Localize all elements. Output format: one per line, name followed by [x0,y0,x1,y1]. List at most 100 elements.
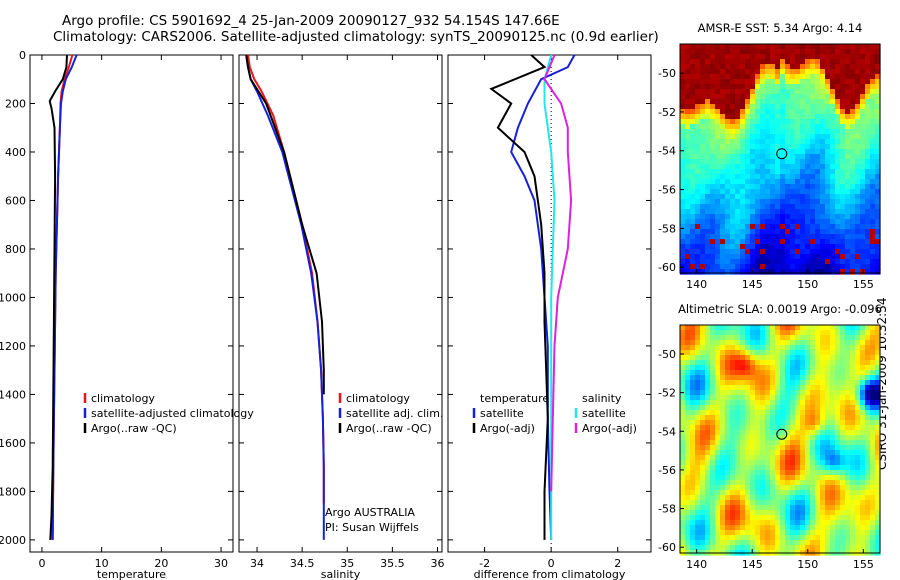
sst_map-cell [865,209,871,215]
sla_map-cell [820,490,826,496]
sst_map-cell [690,239,696,245]
sla_map-cell [745,450,751,456]
sla_map-cell [685,440,691,446]
sst_map-cell [855,129,861,135]
sla_map-cell [750,475,756,481]
sst_map-cell [800,164,806,170]
sla_map-cell [750,455,756,461]
sla_map-cell [790,500,796,506]
sst_map-cell [875,134,881,140]
sst_map-cell [815,219,821,225]
sla_map-cell [710,335,716,341]
sla_map-cell [750,540,756,546]
sla_map-cell [695,360,701,366]
sla_map-cell [685,415,691,421]
sla_map-cell [725,365,731,371]
sst_map-cell [755,74,761,80]
depth-tick-label: 1000 [0,291,26,304]
sst_map-cell [815,234,821,240]
sst_map-cell [795,264,801,270]
sla_map-cell [790,400,796,406]
sst_map-cell [865,104,871,110]
sst_map-cell [710,69,716,75]
sst_map-cell [745,74,751,80]
sla_map-cell [860,480,866,486]
sla_map-cell [790,475,796,481]
sst_map-cell [730,259,736,265]
sst_map-cell [820,214,826,220]
sla_map-cell [865,480,871,486]
sla_map-cell [775,420,781,426]
sla_map-cell [680,425,686,431]
sst_map-cell [760,59,766,65]
sst_map-cell [745,149,751,155]
sla_map-cell [715,525,721,531]
sla_map-cell [815,425,821,431]
sla_map-cell [800,400,806,406]
sla_map-cell [755,505,761,511]
sla_map-cell [795,345,801,351]
sst_map-cell [820,219,826,225]
sla_map-cell [835,500,841,506]
sst_map-cell [720,109,726,115]
sla_map-cell [845,460,851,466]
sla_map-cell [705,485,711,491]
sst_map-cell [795,119,801,125]
sst_map-cell [760,139,766,145]
sla_map-cell [770,385,776,391]
float-owner-annotation: Argo AUSTRALIA [325,506,415,519]
sst_map-cell [730,184,736,190]
sla_map-cell [855,470,861,476]
sst_map-cell [680,239,686,245]
sst_map-cell [860,64,866,70]
sla_map-cell [860,420,866,426]
sla_map-cell [840,505,846,511]
sst_map-cell [755,169,761,175]
sla_map-cell [755,390,761,396]
sla_map-cell [765,515,771,521]
sla_map-cell [760,340,766,346]
sla_map-cell [690,420,696,426]
sst_map-cell [850,239,856,245]
sst_map-cell [815,64,821,70]
sla_map-cell [790,380,796,386]
sla_map-cell [820,500,826,506]
sla_map-cell [770,500,776,506]
sst_map-cell [790,249,796,255]
sla_map-cell [755,530,761,536]
sla_map-cell [840,430,846,436]
sla_map-cell [705,325,711,331]
sla_map-cell [805,420,811,426]
sla_map-cell [800,450,806,456]
sst_map-cell [695,224,701,230]
sst_map-cell [790,99,796,105]
sst_map-cell [685,179,691,185]
sst_map-cell [710,94,716,100]
sla_map-cell [720,430,726,436]
sla_map-cell [760,440,766,446]
sla_map-cell [825,370,831,376]
sla_map-cell [740,485,746,491]
sst_map-cell [795,129,801,135]
sla_map-cell [740,355,746,361]
sla_map-cell [725,475,731,481]
sla_map-cell [740,460,746,466]
sla_map-cell [710,470,716,476]
sla_map-cell [805,360,811,366]
sst_map-cell [850,139,856,145]
sla_map-cell [825,530,831,536]
sst_map-cell [730,119,736,125]
sst_map-cell [755,189,761,195]
sla_map-cell [695,355,701,361]
sst_map-cell [715,124,721,130]
sst_map-cell [775,189,781,195]
sst_map-cell [730,64,736,70]
sla_map-cell [775,515,781,521]
sla_map-cell [730,335,736,341]
sst_map-cell [845,239,851,245]
sla_map-cell [725,440,731,446]
sla_map-cell [680,460,686,466]
sst_map-cell [855,94,861,100]
sst_map-cell [835,59,841,65]
sla_map-cell [705,400,711,406]
